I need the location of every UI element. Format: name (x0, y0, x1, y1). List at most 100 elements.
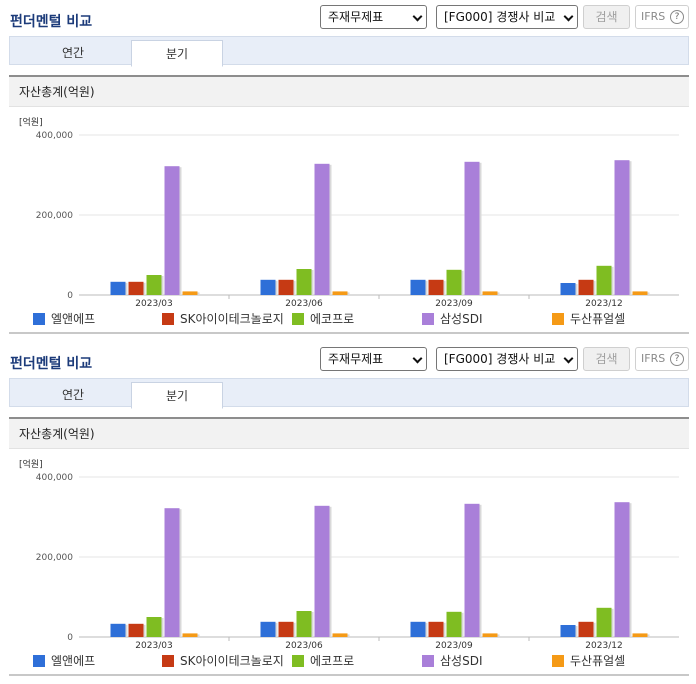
search-button[interactable]: 검색 (583, 347, 630, 371)
y-tick-label: 0 (67, 291, 73, 301)
legend-swatch (292, 655, 304, 667)
legend-label: 엘앤에프 (51, 654, 96, 668)
legend-swatch (33, 655, 45, 667)
bar (578, 279, 594, 295)
legend-item[interactable]: SK아이이테크놀로지 (162, 651, 284, 671)
y-tick-label: 400,000 (36, 131, 73, 141)
x-tick-label: 2023/03 (135, 299, 172, 309)
y-tick-label: 0 (67, 633, 73, 643)
bar (632, 291, 648, 295)
legend-item[interactable]: 삼성SDI (422, 651, 482, 671)
total-assets-chart: [억원] 400,000 200,000 0 2023/03 2023/06 2023/09… (19, 458, 679, 651)
chart-box: 자산총계(억원) [억원] 400,000 200,000 0 2023/03 2023/… (9, 75, 689, 334)
statement-select[interactable]: 주재무제표 (320, 347, 427, 371)
chart-legend: 엘앤에프 SK아이이테크놀로지 에코프로 삼성SDI 두산퓨얼셀 (9, 309, 689, 329)
bar (314, 505, 330, 637)
tab-annual[interactable]: 연간 (61, 46, 85, 60)
ifrs-button[interactable]: IFRS ? (635, 5, 689, 29)
y-tick-label: 400,000 (36, 473, 73, 483)
bar (260, 279, 276, 295)
legend-label: 두산퓨얼셀 (570, 312, 626, 326)
legend-item[interactable]: 두산퓨얼셀 (552, 309, 625, 329)
legend-label: SK아이이테크놀로지 (180, 312, 284, 326)
legend-item[interactable]: SK아이이테크놀로지 (162, 309, 284, 329)
legend-item[interactable]: 두산퓨얼셀 (552, 651, 625, 671)
competitor-select-value: [FG000] 경쟁사 비교 (444, 352, 556, 366)
legend-item[interactable]: 에코프로 (292, 651, 354, 671)
legend-item[interactable]: 엘앤에프 (33, 309, 95, 329)
bar (182, 291, 198, 295)
fundamental-compare-panel: 펀더멘털 비교 주재무제표 [FG000] 경쟁사 비교 검색 IFRS ? 연… (0, 342, 696, 684)
legend-item[interactable]: 삼성SDI (422, 309, 482, 329)
chart-box: 자산총계(억원) [억원] 400,000 200,000 0 2023/03 2023/… (9, 417, 689, 676)
panel-title: 펀더멘털 비교 (10, 14, 93, 30)
bar (164, 166, 180, 295)
bar (128, 281, 144, 295)
competitor-select[interactable]: [FG000] 경쟁사 비교 (436, 5, 578, 29)
statement-select-value: 주재무제표 (328, 10, 384, 24)
bar (614, 502, 630, 637)
period-tabs: 연간 분기 (9, 378, 689, 409)
chart-header: 자산총계(억원) (9, 77, 689, 107)
chevron-down-icon (412, 11, 423, 22)
period-tabs: 연간 분기 (9, 36, 689, 67)
statement-select-value: 주재무제표 (328, 352, 384, 366)
bar (596, 607, 612, 637)
fundamental-compare-panel: 펀더멘털 비교 주재무제표 [FG000] 경쟁사 비교 검색 IFRS ? 연… (9, 5, 689, 334)
bar (146, 275, 162, 295)
chart-header: 자산총계(억원) (9, 419, 689, 449)
x-tick-label: 2023/12 (585, 641, 622, 651)
bar (614, 160, 630, 295)
statement-select[interactable]: 주재무제표 (320, 5, 427, 29)
help-icon[interactable]: ? (670, 352, 684, 366)
legend-label: 삼성SDI (440, 312, 483, 326)
bar (146, 617, 162, 637)
bar (482, 291, 498, 295)
bar (296, 269, 312, 295)
tab-annual[interactable]: 연간 (61, 388, 85, 402)
bar (110, 623, 126, 637)
chart-legend: 엘앤에프 SK아이이테크놀로지 에코프로 삼성SDI 두산퓨얼셀 (9, 651, 689, 671)
bar (596, 265, 612, 295)
competitor-select-value: [FG000] 경쟁사 비교 (444, 10, 556, 24)
bar (578, 621, 594, 637)
x-tick-label: 2023/12 (585, 299, 622, 309)
legend-label: 에코프로 (310, 654, 355, 668)
bar (410, 279, 426, 295)
bar (464, 503, 480, 637)
legend-swatch (292, 313, 304, 325)
y-tick-label: 200,000 (36, 211, 73, 221)
competitor-select[interactable]: [FG000] 경쟁사 비교 (436, 347, 578, 371)
panel-title: 펀더멘털 비교 (10, 356, 93, 372)
bar (560, 625, 576, 637)
bar (482, 633, 498, 637)
x-tick-label: 2023/09 (435, 641, 473, 651)
bar (110, 281, 126, 295)
bar (182, 633, 198, 637)
legend-swatch (33, 313, 45, 325)
x-tick-label: 2023/06 (285, 299, 323, 309)
x-tick-label: 2023/09 (435, 299, 473, 309)
legend-label: 삼성SDI (440, 654, 483, 668)
bar (314, 163, 330, 295)
legend-swatch (422, 655, 434, 667)
bar (446, 269, 462, 295)
bar (278, 279, 294, 295)
bar (428, 279, 444, 295)
bar (632, 633, 648, 637)
search-button[interactable]: 검색 (583, 5, 630, 29)
chevron-down-icon (412, 353, 423, 364)
bar (128, 623, 144, 637)
ifrs-button[interactable]: IFRS ? (635, 347, 689, 371)
y-tick-label: 200,000 (36, 553, 73, 563)
help-icon[interactable]: ? (670, 10, 684, 24)
legend-swatch (422, 313, 434, 325)
bar (446, 611, 462, 637)
tab-quarterly[interactable]: 분기 (131, 40, 223, 67)
x-tick-label: 2023/03 (135, 641, 172, 651)
legend-item[interactable]: 에코프로 (292, 309, 354, 329)
legend-item[interactable]: 엘앤에프 (33, 651, 95, 671)
x-tick-label: 2023/06 (285, 641, 323, 651)
tab-quarterly[interactable]: 분기 (131, 382, 223, 409)
legend-swatch (552, 313, 564, 325)
